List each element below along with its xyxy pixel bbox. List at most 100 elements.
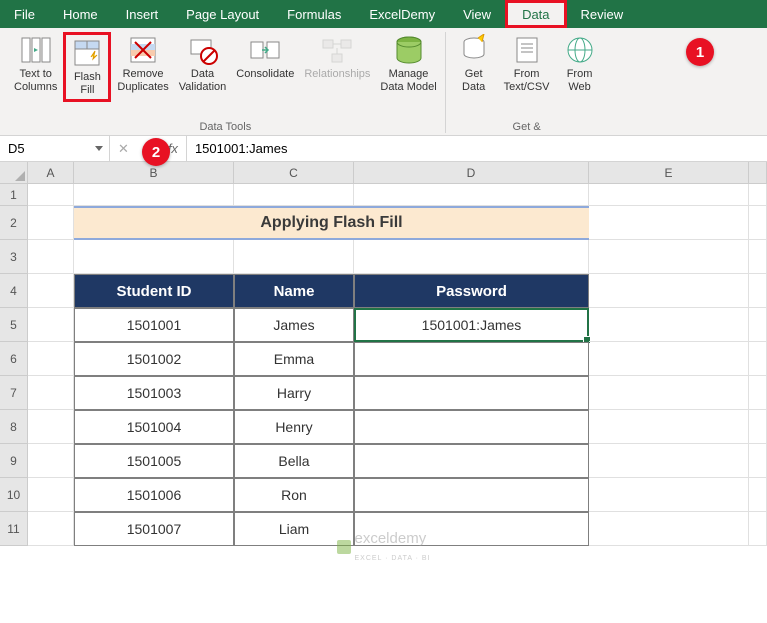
cell[interactable] bbox=[28, 274, 74, 308]
cell[interactable] bbox=[589, 342, 749, 376]
tab-review[interactable]: Review bbox=[567, 0, 638, 28]
col-head-c[interactable]: C bbox=[234, 162, 354, 184]
table-row[interactable]: Harry bbox=[234, 376, 354, 410]
table-row[interactable]: 1501002 bbox=[74, 342, 234, 376]
row-head-10[interactable]: 10 bbox=[0, 478, 28, 512]
col-head-d[interactable]: D bbox=[354, 162, 589, 184]
consolidate-button[interactable]: Consolidate bbox=[232, 32, 298, 83]
text-to-columns-button[interactable]: Text toColumns bbox=[10, 32, 61, 96]
get-data-button[interactable]: GetData bbox=[450, 32, 498, 96]
row-head-6[interactable]: 6 bbox=[0, 342, 28, 376]
cell[interactable] bbox=[749, 342, 767, 376]
cell[interactable] bbox=[28, 478, 74, 512]
cell[interactable] bbox=[749, 206, 767, 240]
cell[interactable] bbox=[749, 274, 767, 308]
cell[interactable] bbox=[749, 410, 767, 444]
cell[interactable] bbox=[589, 376, 749, 410]
cancel-icon[interactable]: ✕ bbox=[118, 141, 129, 157]
cell[interactable] bbox=[589, 444, 749, 478]
flash-fill-button[interactable]: FlashFill bbox=[63, 32, 111, 102]
cell[interactable] bbox=[28, 240, 74, 274]
cell[interactable] bbox=[749, 512, 767, 546]
table-row[interactable] bbox=[354, 376, 589, 410]
cell[interactable] bbox=[28, 184, 74, 206]
col-head-a[interactable]: A bbox=[28, 162, 74, 184]
cell[interactable] bbox=[28, 342, 74, 376]
header-name[interactable]: Name bbox=[234, 274, 354, 308]
table-row[interactable] bbox=[354, 478, 589, 512]
cell[interactable] bbox=[589, 512, 749, 546]
header-student-id[interactable]: Student ID bbox=[74, 274, 234, 308]
row-head-4[interactable]: 4 bbox=[0, 274, 28, 308]
cell[interactable] bbox=[28, 444, 74, 478]
col-head-f[interactable] bbox=[749, 162, 767, 184]
cell[interactable] bbox=[749, 308, 767, 342]
cell-d5-selected[interactable]: 1501001:James bbox=[354, 308, 589, 342]
cell[interactable] bbox=[354, 240, 589, 274]
row-head-3[interactable]: 3 bbox=[0, 240, 28, 274]
cell[interactable] bbox=[749, 376, 767, 410]
header-password[interactable]: Password bbox=[354, 274, 589, 308]
cell[interactable] bbox=[28, 376, 74, 410]
cell[interactable] bbox=[749, 444, 767, 478]
tab-view[interactable]: View bbox=[449, 0, 505, 28]
cell[interactable] bbox=[749, 184, 767, 206]
table-row[interactable]: Ron bbox=[234, 478, 354, 512]
cell[interactable] bbox=[28, 308, 74, 342]
cell[interactable] bbox=[234, 184, 354, 206]
table-row[interactable] bbox=[354, 342, 589, 376]
table-row[interactable]: 1501003 bbox=[74, 376, 234, 410]
row-head-8[interactable]: 8 bbox=[0, 410, 28, 444]
cell[interactable] bbox=[749, 240, 767, 274]
cell[interactable] bbox=[589, 206, 749, 240]
row-head-9[interactable]: 9 bbox=[0, 444, 28, 478]
table-row[interactable]: 1501006 bbox=[74, 478, 234, 512]
tab-exceldemy[interactable]: ExcelDemy bbox=[355, 0, 449, 28]
cell[interactable] bbox=[749, 478, 767, 512]
table-row[interactable]: Henry bbox=[234, 410, 354, 444]
cell[interactable] bbox=[589, 184, 749, 206]
table-row[interactable]: 1501001 bbox=[74, 308, 234, 342]
cell[interactable] bbox=[74, 240, 234, 274]
data-validation-button[interactable]: DataValidation bbox=[175, 32, 231, 96]
select-all-corner[interactable] bbox=[0, 162, 28, 184]
table-row[interactable]: 1501007 bbox=[74, 512, 234, 546]
col-head-e[interactable]: E bbox=[589, 162, 749, 184]
tab-formulas[interactable]: Formulas bbox=[273, 0, 355, 28]
row-head-7[interactable]: 7 bbox=[0, 376, 28, 410]
table-row[interactable]: 1501005 bbox=[74, 444, 234, 478]
tab-home[interactable]: Home bbox=[49, 0, 112, 28]
tab-file[interactable]: File bbox=[0, 0, 49, 28]
remove-duplicates-button[interactable]: RemoveDuplicates bbox=[113, 32, 172, 96]
table-row[interactable]: James bbox=[234, 308, 354, 342]
cell[interactable] bbox=[354, 184, 589, 206]
table-row[interactable]: 1501004 bbox=[74, 410, 234, 444]
table-row[interactable]: Bella bbox=[234, 444, 354, 478]
name-box[interactable]: D5 bbox=[0, 136, 110, 161]
table-row[interactable]: Emma bbox=[234, 342, 354, 376]
table-row[interactable] bbox=[354, 444, 589, 478]
cell[interactable] bbox=[28, 512, 74, 546]
cell[interactable] bbox=[74, 184, 234, 206]
tab-page-layout[interactable]: Page Layout bbox=[172, 0, 273, 28]
cell[interactable] bbox=[589, 274, 749, 308]
tab-insert[interactable]: Insert bbox=[112, 0, 173, 28]
cell[interactable] bbox=[589, 308, 749, 342]
relationships-button[interactable]: Relationships bbox=[300, 32, 374, 83]
row-head-1[interactable]: 1 bbox=[0, 184, 28, 206]
cell[interactable] bbox=[589, 478, 749, 512]
manage-data-model-button[interactable]: ManageData Model bbox=[376, 32, 440, 96]
tab-data[interactable]: Data bbox=[505, 0, 566, 28]
cell[interactable] bbox=[589, 410, 749, 444]
table-row[interactable] bbox=[354, 410, 589, 444]
title-cell[interactable]: Applying Flash Fill bbox=[74, 206, 589, 240]
from-web-button[interactable]: FromWeb bbox=[556, 32, 604, 96]
row-head-11[interactable]: 11 bbox=[0, 512, 28, 546]
row-head-5[interactable]: 5 bbox=[0, 308, 28, 342]
formula-input[interactable]: 1501001:James bbox=[186, 136, 767, 161]
row-head-2[interactable]: 2 bbox=[0, 206, 28, 240]
cell[interactable] bbox=[28, 206, 74, 240]
cell[interactable] bbox=[234, 240, 354, 274]
from-text-csv-button[interactable]: FromText/CSV bbox=[500, 32, 554, 96]
cell[interactable] bbox=[589, 240, 749, 274]
